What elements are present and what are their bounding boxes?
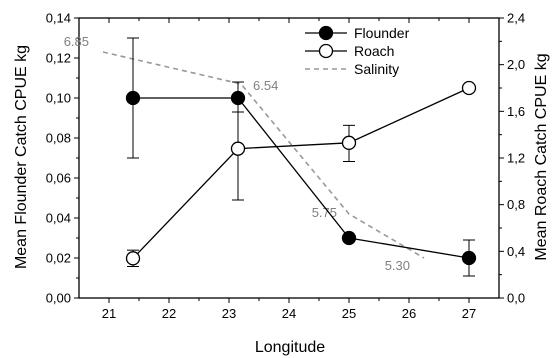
legend-label: Flounder bbox=[354, 25, 410, 41]
roach-point bbox=[461, 80, 477, 96]
salinity-value-label: 5.30 bbox=[385, 258, 410, 273]
legend-label: Roach bbox=[354, 43, 394, 59]
y-left-tick-label: 0,08 bbox=[46, 131, 71, 146]
x-axis: 21 22 23 24 25 26 27 bbox=[102, 18, 476, 321]
flounder-point bbox=[125, 90, 141, 106]
series-roach bbox=[125, 80, 477, 267]
y-right-tick-label: 0,4 bbox=[507, 244, 525, 259]
y-axis-right-title: Mean Roach Catch CPUE kg bbox=[533, 53, 550, 260]
x-tick-label: 23 bbox=[222, 306, 236, 321]
roach-point bbox=[341, 135, 357, 150]
x-axis-title: Longitude bbox=[255, 339, 325, 356]
salinity-value-label: 6.54 bbox=[253, 78, 278, 93]
legend-swatch-marker bbox=[318, 25, 334, 41]
y-left-tick-label: 0,12 bbox=[46, 51, 71, 66]
series-layer: 6.85 6.54 5.75 5.30 bbox=[64, 34, 477, 277]
x-tick-label: 24 bbox=[282, 306, 296, 321]
flounder-point bbox=[461, 250, 477, 266]
y-right-tick-label: 2,4 bbox=[507, 11, 525, 26]
y-right-tick-label: 2,0 bbox=[507, 57, 525, 72]
y-left-tick-label: 0,10 bbox=[46, 91, 71, 106]
y-axis-right: 0,0 0,4 0,8 1,2 1,6 2,0 2,4 bbox=[499, 11, 525, 306]
salinity-value-label: 6.85 bbox=[64, 34, 89, 49]
y-right-tick-label: 0,0 bbox=[507, 291, 525, 306]
legend-item-flounder: Flounder bbox=[305, 25, 410, 41]
y-right-tick-label: 0,8 bbox=[507, 197, 525, 212]
plot-border bbox=[78, 17, 500, 299]
legend-item-roach: Roach bbox=[305, 43, 394, 59]
plot-frame bbox=[78, 17, 500, 299]
salinity-line bbox=[102, 51, 425, 259]
y-left-tick-label: 0,14 bbox=[46, 11, 71, 26]
y-left-tick-label: 0,02 bbox=[46, 251, 71, 266]
legend: Flounder Roach Salinity bbox=[305, 25, 410, 77]
y-right-tick-label: 1,2 bbox=[507, 151, 525, 166]
y-axis-left: 0,00 0,02 0,04 0,06 0,08 0,10 0,12 0,14 bbox=[46, 11, 79, 306]
x-tick-label: 25 bbox=[342, 306, 356, 321]
y-left-tick-label: 0,00 bbox=[46, 291, 71, 306]
series-salinity: 6.85 6.54 5.75 5.30 bbox=[64, 34, 425, 273]
x-tick-label: 26 bbox=[402, 306, 416, 321]
x-tick-label: 22 bbox=[162, 306, 176, 321]
y-left-tick-label: 0,04 bbox=[46, 211, 71, 226]
x-tick-label: 27 bbox=[462, 306, 476, 321]
flounder-point bbox=[341, 230, 357, 246]
roach-point bbox=[230, 141, 246, 156]
legend-label: Salinity bbox=[354, 61, 399, 77]
y-axis-left-title: Mean Flounder Catch CPUE kg bbox=[13, 45, 30, 269]
series-line bbox=[133, 97, 470, 259]
y-left-tick-label: 0,06 bbox=[46, 171, 71, 186]
x-tick-label: 21 bbox=[102, 306, 116, 321]
y-right-tick-label: 1,6 bbox=[507, 104, 525, 119]
salinity-value-label: 5.75 bbox=[312, 205, 337, 220]
legend-swatch-marker bbox=[318, 43, 334, 59]
roach-point bbox=[125, 251, 141, 266]
legend-item-salinity: Salinity bbox=[305, 61, 399, 77]
series-line bbox=[132, 87, 470, 259]
